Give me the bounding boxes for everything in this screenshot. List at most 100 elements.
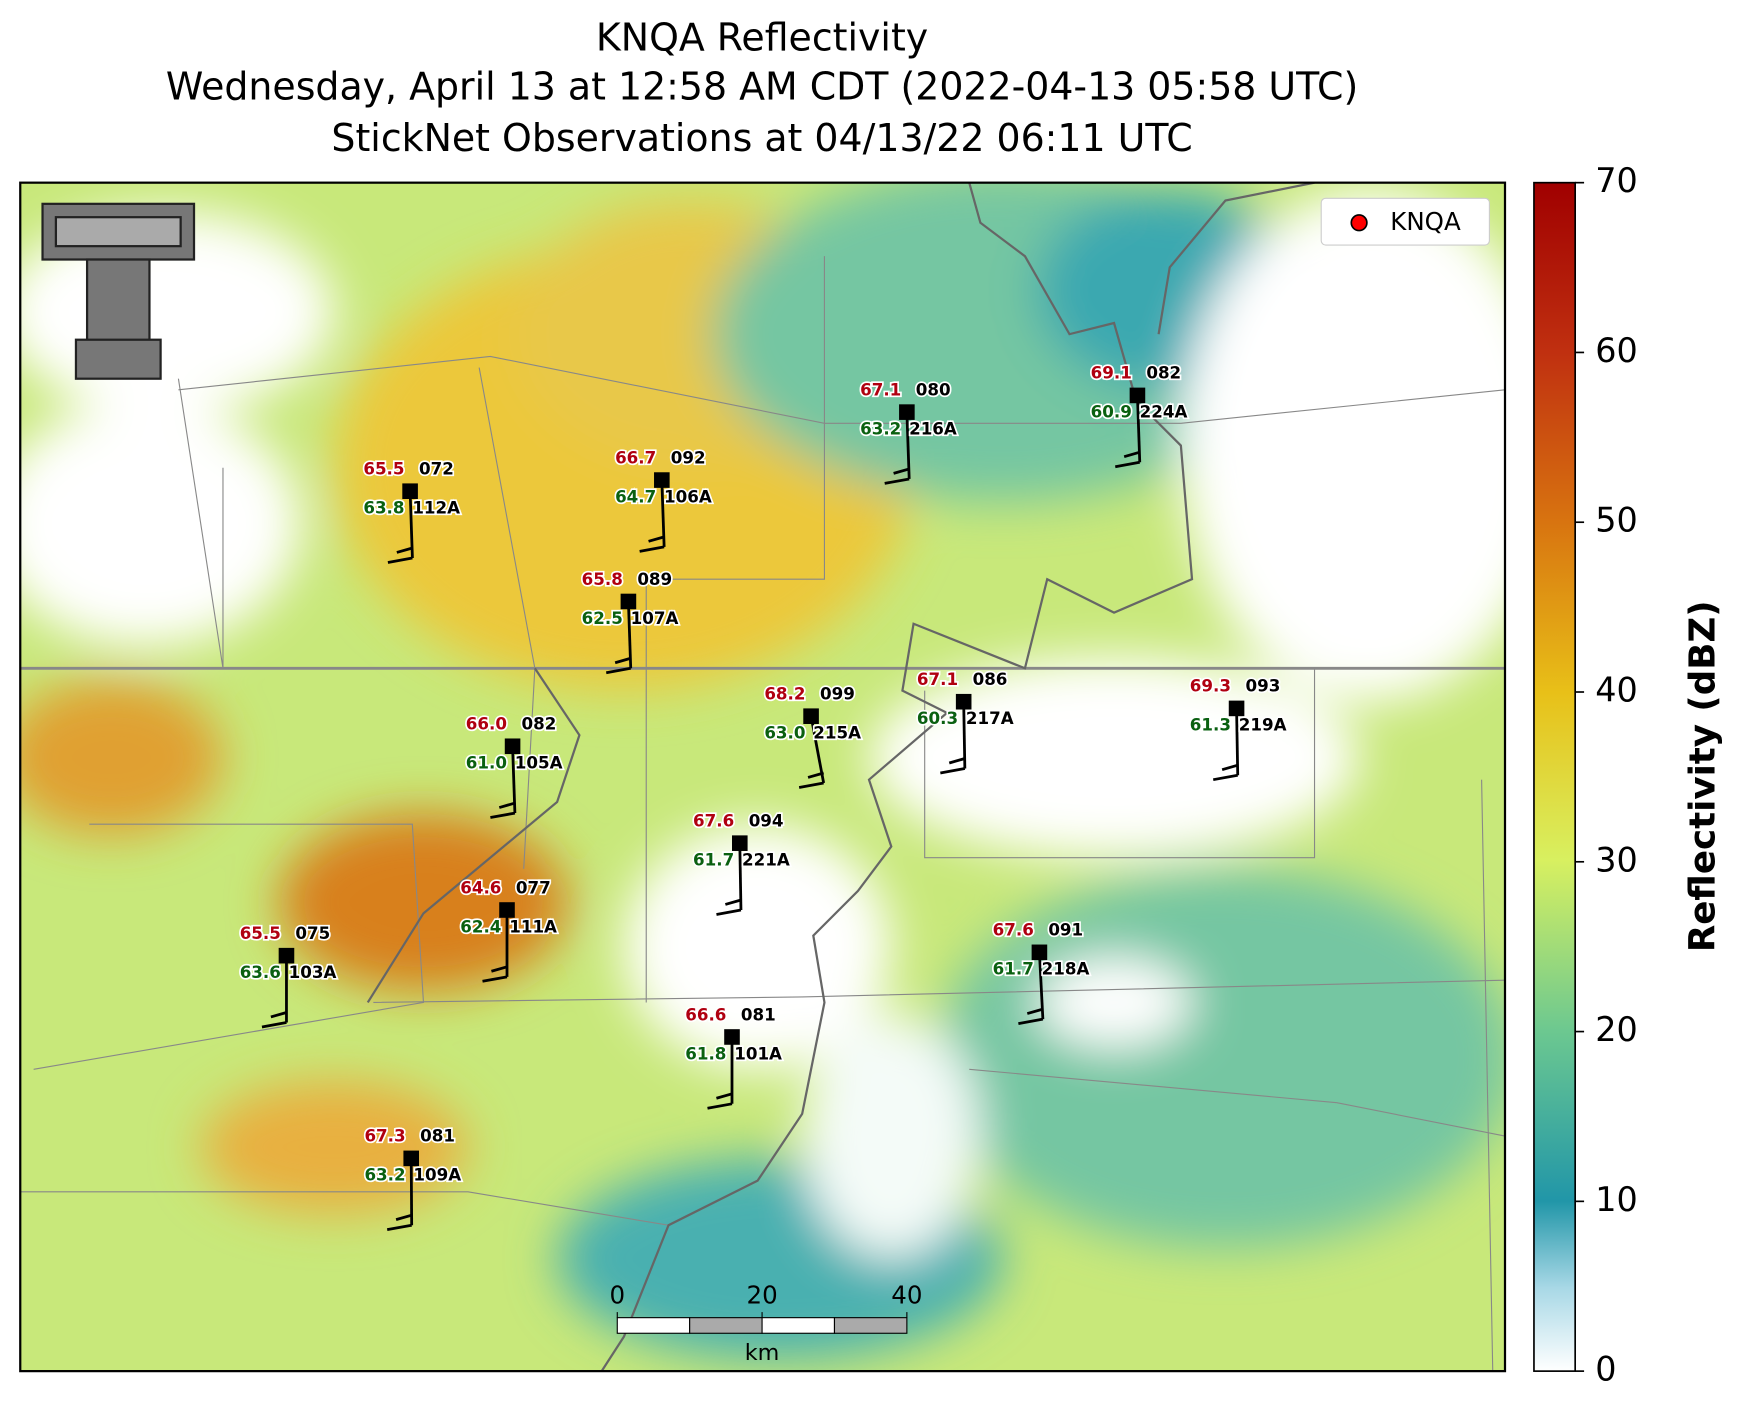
wind-barb-flag: [605, 666, 631, 675]
station: 69.3 093 61.3 219A: [1188, 674, 1288, 782]
station: 67.1 086 60.3 217A: [915, 667, 1015, 775]
wind-barb-flag: [893, 467, 910, 475]
map-frame: [19, 181, 1507, 1373]
station-value: 093: [1245, 676, 1280, 696]
wind-barb-flag: [614, 656, 632, 665]
radar-field: [20, 182, 1505, 1372]
station-value: 075: [295, 923, 330, 943]
station-value: 099: [820, 684, 855, 704]
station-marker: [654, 472, 670, 488]
wind-barb-flag: [482, 975, 508, 983]
station: 65.5 072 63.8 112A: [362, 457, 462, 564]
station-id: 105A: [515, 753, 563, 773]
station: 66.7 092 64.7 106A: [613, 446, 714, 553]
temperature: 68.2: [764, 684, 805, 704]
wind-barb-flag: [270, 1011, 287, 1019]
station-id: 224A: [1140, 402, 1188, 422]
station-marker: [1129, 387, 1146, 404]
station-id: 109A: [413, 1165, 461, 1185]
temperature: 69.1: [1091, 363, 1132, 383]
station-value: 072: [419, 459, 454, 479]
subtitle: Wednesday, April 13 at 12:58 AM CDT (202…: [166, 65, 1358, 109]
temperature: 65.8: [582, 569, 623, 589]
station-id: 215A: [813, 723, 861, 743]
wind-barb-flag: [1221, 763, 1239, 771]
station-marker: [1228, 700, 1245, 717]
wind-barb-flag: [395, 1213, 413, 1221]
station-value: 082: [521, 714, 556, 734]
scale-segment: [616, 1317, 691, 1334]
colorbar-tick-label: 60: [1595, 331, 1638, 370]
station-id: 217A: [966, 708, 1014, 728]
dewpoint: 60.3: [917, 708, 958, 728]
station-marker: [731, 835, 748, 851]
temperature: 67.6: [993, 920, 1034, 940]
station: 66.0 082 61.0 105A: [464, 712, 564, 819]
station-id: 216A: [909, 418, 957, 438]
station-value: 091: [1048, 920, 1083, 940]
colorbar-label: Reflectivity (dBZ): [1682, 601, 1723, 953]
wind-barb-flag: [490, 811, 516, 819]
station-marker: [899, 404, 915, 420]
scale-segment: [761, 1317, 836, 1334]
station-marker: [1031, 944, 1048, 961]
dewpoint: 60.9: [1091, 402, 1132, 422]
station-marker: [499, 902, 515, 918]
colorbar-tick-label: 0: [1595, 1350, 1616, 1389]
station-value: 089: [637, 569, 672, 589]
station: 66.6 081 61.8 101A: [684, 1003, 784, 1110]
station-marker: [403, 1150, 420, 1167]
station-marker: [955, 693, 972, 710]
temperature: 67.3: [364, 1126, 405, 1146]
station: 67.6 094 61.7 221A: [691, 809, 792, 916]
wind-barb-flag: [940, 767, 966, 775]
station-value: 081: [420, 1126, 455, 1146]
wind-barb-flag: [798, 781, 824, 789]
colorbar-tick-label: 20: [1595, 1010, 1638, 1049]
dewpoint: 61.7: [693, 849, 734, 869]
wind-barb-flag: [1123, 450, 1141, 459]
colorbar-tick-label: 50: [1595, 501, 1638, 540]
ttu-logo: [41, 202, 196, 380]
dewpoint: 63.8: [363, 498, 404, 518]
colorbar-tick-label: 40: [1595, 671, 1638, 710]
wind-barb-flag: [491, 965, 508, 973]
scale-segment: [833, 1317, 908, 1334]
station: 65.5 075 63.6 103A: [238, 921, 338, 1029]
station: 67.1 080 63.2 216A: [858, 378, 959, 485]
wind-barb-flag: [716, 908, 742, 916]
temperature: 67.1: [917, 669, 958, 689]
temperature: 67.6: [693, 811, 734, 831]
station-marker: [724, 1029, 740, 1045]
wind-barb-flag: [1018, 1017, 1044, 1025]
dewpoint: 63.2: [860, 418, 901, 438]
station-id: 111A: [509, 916, 557, 936]
station-id: 103A: [289, 962, 337, 982]
temperature: 65.5: [240, 923, 281, 943]
wind-barb-flag: [948, 757, 966, 765]
wind-barb: [809, 715, 826, 784]
station-id: 219A: [1239, 715, 1287, 735]
station: 65.8 089 62.5 107A: [580, 567, 680, 675]
wind-barb-flag: [387, 556, 413, 564]
station-id: 221A: [742, 849, 790, 869]
station-id: 112A: [412, 498, 460, 518]
legend-label: KNQA: [1390, 207, 1461, 236]
dewpoint: 62.4: [460, 916, 501, 936]
dewpoint: 62.5: [582, 608, 623, 628]
temperature: 67.1: [860, 379, 901, 399]
station-value: 081: [741, 1004, 776, 1024]
dewpoint: 63.6: [240, 962, 281, 982]
title: KNQA Reflectivity: [596, 16, 928, 60]
dewpoint: 61.3: [1190, 715, 1231, 735]
colorbar-tick-label: 70: [1595, 161, 1638, 200]
wind-barb: [962, 701, 967, 769]
scale-tick-label: 0: [609, 1281, 625, 1310]
wind-barb-flag: [724, 898, 742, 906]
wind-barb-flag: [707, 1102, 733, 1110]
station: 68.2 099 63.0 215A: [763, 682, 863, 789]
wind-barb-flag: [386, 1223, 412, 1232]
wind-barb: [1235, 708, 1240, 776]
temperature: 69.3: [1190, 676, 1231, 696]
